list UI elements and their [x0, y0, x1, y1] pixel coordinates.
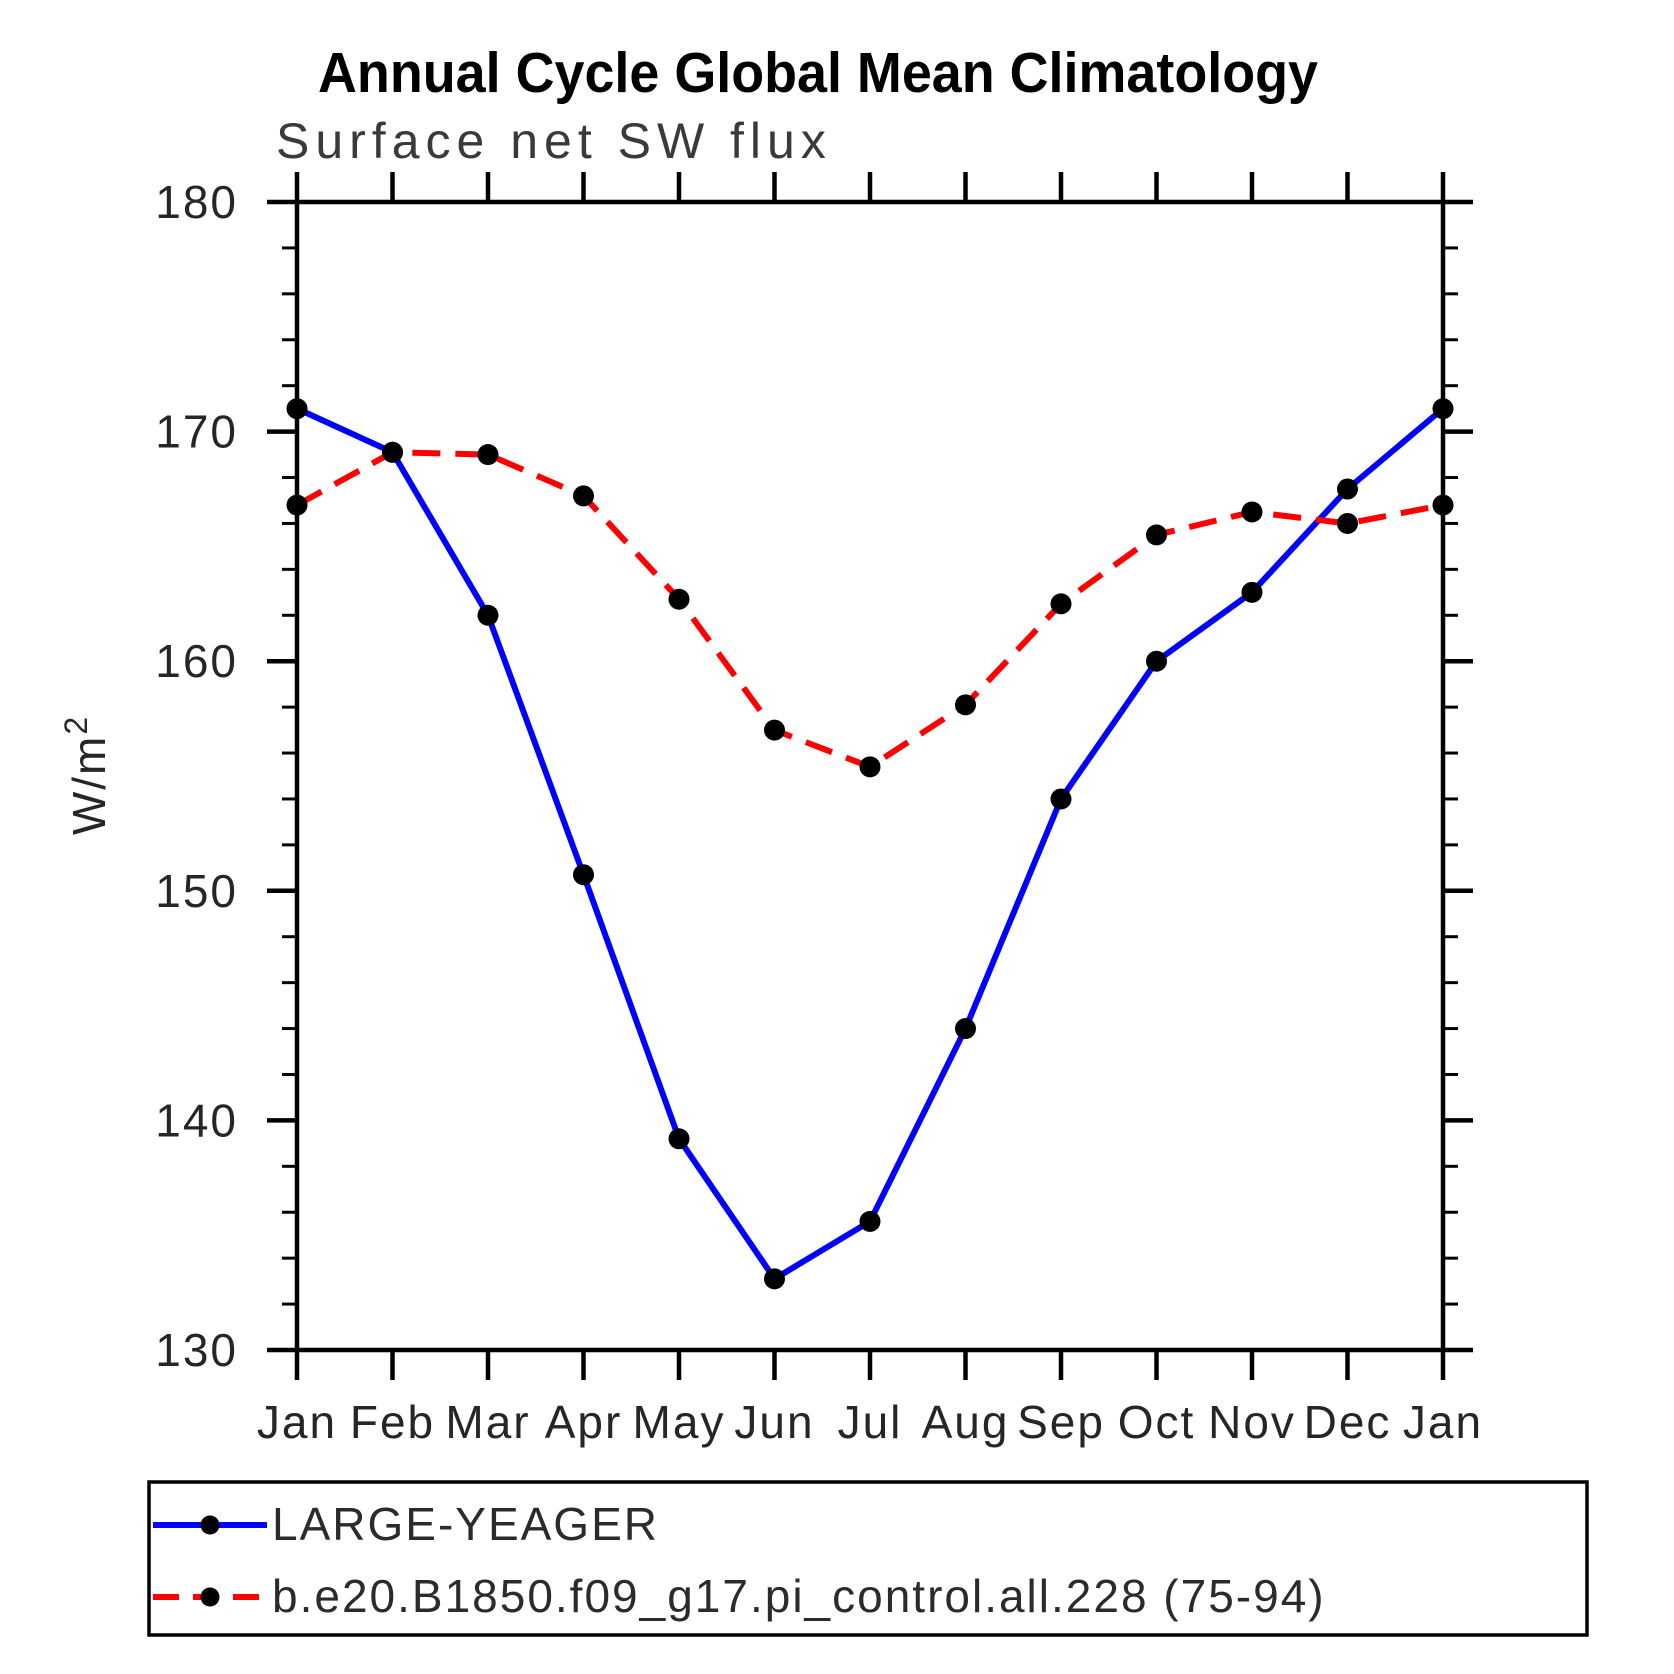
y-tick-label: 170 — [155, 406, 238, 458]
x-tick-label: Jun — [734, 1396, 814, 1448]
y-tick-label: 150 — [155, 865, 238, 917]
data-point-marker — [859, 1210, 881, 1232]
data-point-marker — [1146, 650, 1167, 672]
data-point-marker — [1432, 398, 1454, 420]
chart-subtitle: Surface net SW flux — [276, 113, 832, 169]
y-axis-unit-label: W/m2 — [58, 715, 115, 835]
y-tick-labels: 130 140 150 160 170 180 — [155, 176, 238, 1376]
data-point-marker — [764, 1268, 785, 1290]
data-point-marker — [382, 441, 403, 463]
x-tick-label: Aug — [922, 1396, 1010, 1448]
y-tick-label: 160 — [155, 635, 238, 687]
data-point-marker — [1241, 501, 1263, 523]
y-tick-label: 180 — [155, 176, 238, 228]
legend-label: b.e20.B1850.f09_g17.pi_control.all.228 (… — [272, 1570, 1326, 1622]
series-line-model — [295, 449, 1444, 771]
data-point-marker — [477, 444, 499, 466]
data-point-marker — [1432, 494, 1454, 516]
data-point-marker — [764, 719, 785, 741]
x-tick-label: Apr — [545, 1396, 623, 1448]
legend-marker — [200, 1587, 220, 1607]
data-point-marker — [1050, 788, 1072, 810]
data-point-marker — [955, 1018, 976, 1040]
data-point-marker — [668, 588, 690, 610]
x-tick-label: Jan — [1403, 1396, 1483, 1448]
series-line-obs — [295, 405, 1445, 1283]
data-series — [286, 398, 1454, 1290]
data-point-marker — [955, 694, 976, 716]
data-point-marker — [1050, 593, 1072, 615]
y-tick-label: 140 — [155, 1094, 238, 1146]
axes-frame — [294, 199, 1446, 1353]
y-axis-unit-superscript: 2 — [58, 715, 94, 735]
x-tick-label: May — [633, 1396, 726, 1448]
data-point-marker — [859, 756, 881, 778]
data-point-marker — [573, 485, 594, 507]
x-tick-label: Jan — [257, 1396, 337, 1448]
x-tick-labels: Jan Feb Mar Apr May Jun Jul Aug Sep Oct Nov Dec Jan — [257, 1396, 1483, 1448]
x-tick-label: Dec — [1304, 1396, 1392, 1448]
x-tick-label: Mar — [445, 1396, 530, 1448]
y-tick-label: 130 — [155, 1324, 238, 1376]
legend-box — [147, 1480, 1589, 1637]
legend-marker — [200, 1515, 220, 1535]
data-point-marker — [1337, 512, 1358, 534]
x-tick-label: Jul — [838, 1396, 903, 1448]
data-point-marker — [573, 864, 594, 886]
data-point-marker — [668, 1128, 690, 1150]
data-point-marker — [1337, 478, 1358, 500]
plot-frame — [294, 199, 1446, 1353]
axis-ticks — [267, 172, 1473, 1380]
legend: LARGE-YEAGER b.e20.B1850.f09_g17.pi_contr… — [147, 1480, 1589, 1637]
chart-title: Annual Cycle Global Mean Climatology — [318, 41, 1318, 105]
x-tick-label: Feb — [350, 1396, 435, 1448]
data-point-marker — [286, 398, 308, 420]
legend-label: LARGE-YEAGER — [272, 1498, 659, 1550]
x-tick-label: Oct — [1118, 1396, 1196, 1448]
data-point-marker — [1241, 581, 1263, 603]
x-tick-label: Sep — [1017, 1396, 1105, 1448]
data-point-marker — [1146, 524, 1167, 546]
x-tick-label: Nov — [1208, 1396, 1296, 1448]
data-point-marker — [477, 604, 499, 626]
y-axis-unit-base: W/m — [63, 735, 115, 836]
data-point-marker — [286, 494, 308, 516]
